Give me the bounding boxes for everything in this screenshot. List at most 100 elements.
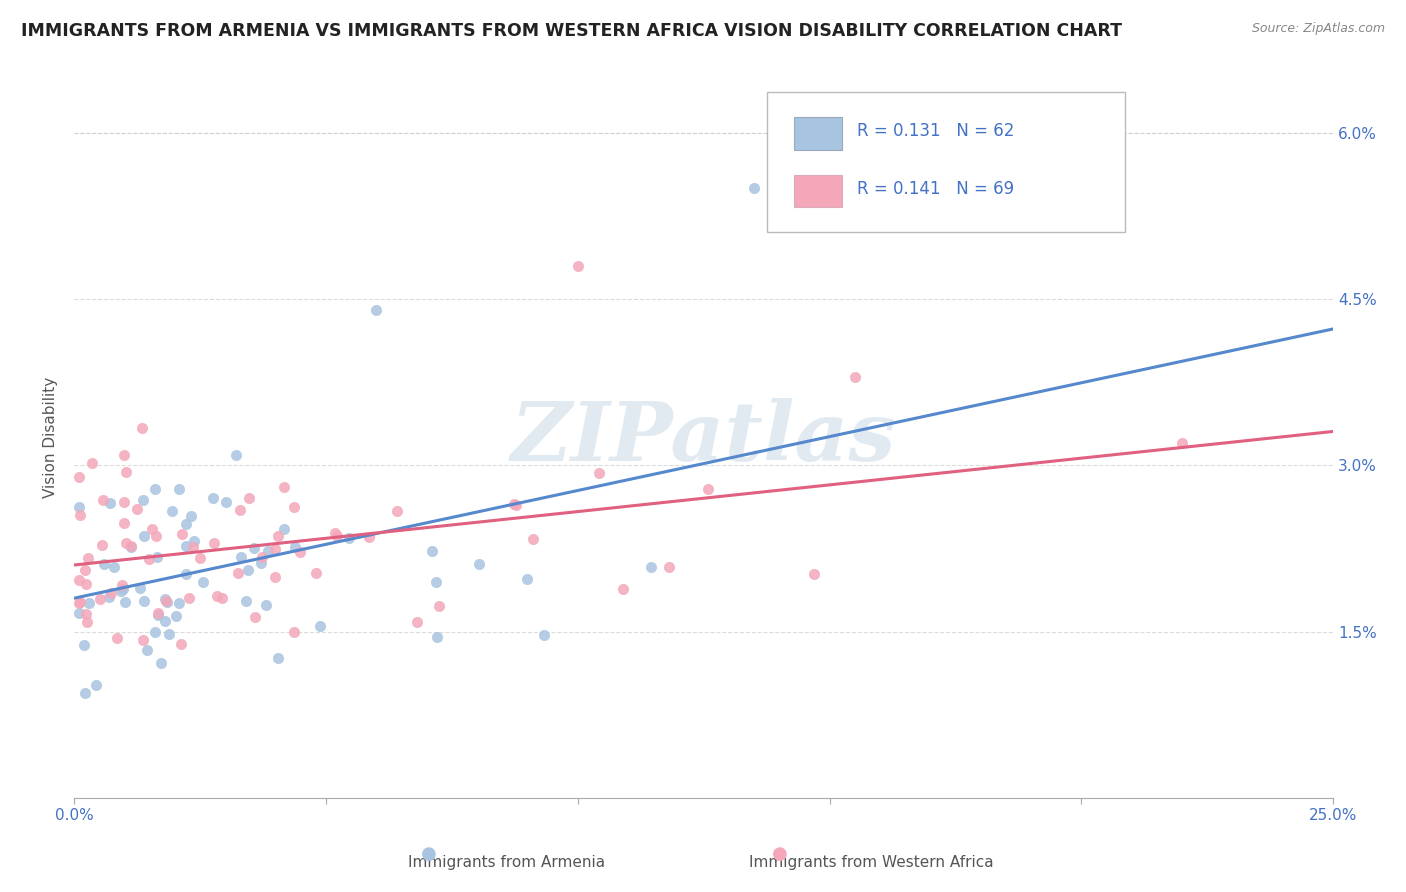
Point: [132, 492, 155, 507]
Point: [697, 482, 720, 496]
Point: [238, 491, 260, 505]
Point: [533, 628, 555, 642]
Point: [73, 638, 96, 652]
Text: ZIPatlas: ZIPatlas: [510, 398, 897, 478]
Point: [75, 576, 97, 591]
Point: [128, 581, 150, 595]
Text: Source: ZipAtlas.com: Source: ZipAtlas.com: [1251, 22, 1385, 36]
Point: [115, 536, 138, 550]
Point: [167, 482, 190, 496]
Point: [249, 556, 271, 570]
Point: [359, 530, 381, 544]
Point: [326, 529, 349, 543]
Point: [67, 573, 90, 587]
Point: [146, 549, 169, 564]
Point: [288, 545, 311, 559]
Point: [112, 516, 135, 530]
Point: [252, 549, 274, 564]
Point: [110, 583, 132, 598]
Point: [172, 526, 194, 541]
Point: [153, 614, 176, 628]
Point: [138, 552, 160, 566]
Point: [406, 615, 429, 629]
Point: [427, 599, 450, 614]
Point: [143, 482, 166, 496]
Point: [516, 572, 538, 586]
Point: [337, 531, 360, 545]
Point: [254, 598, 277, 612]
Point: [284, 541, 307, 555]
Point: [143, 624, 166, 639]
Point: [191, 575, 214, 590]
Point: [207, 589, 229, 603]
Point: [135, 643, 157, 657]
Point: [125, 502, 148, 516]
Point: [179, 591, 201, 605]
Point: [97, 590, 120, 604]
Point: [146, 606, 169, 620]
Point: [176, 516, 198, 531]
Point: [67, 596, 90, 610]
Point: [267, 528, 290, 542]
Point: [67, 500, 90, 515]
Point: [283, 625, 305, 640]
Point: [309, 619, 332, 633]
Point: [426, 630, 449, 644]
Point: [174, 539, 197, 553]
Point: [150, 656, 173, 670]
Point: [231, 549, 253, 564]
Point: [273, 522, 295, 536]
Point: [93, 558, 115, 572]
Point: [69, 508, 91, 522]
Point: [263, 542, 285, 557]
Point: [75, 685, 97, 699]
Point: [112, 494, 135, 508]
Text: ●: ●: [772, 846, 789, 863]
Point: [141, 522, 163, 536]
Point: [131, 421, 153, 435]
Point: [120, 541, 142, 555]
Point: [366, 303, 388, 318]
Point: [844, 369, 866, 384]
Point: [1171, 436, 1194, 450]
Point: [112, 449, 135, 463]
Point: [76, 615, 98, 629]
Point: [160, 504, 183, 518]
Bar: [794, 175, 842, 207]
Text: IMMIGRANTS FROM ARMENIA VS IMMIGRANTS FROM WESTERN AFRICA VISION DISABILITY CORR: IMMIGRANTS FROM ARMENIA VS IMMIGRANTS FR…: [21, 22, 1122, 40]
Point: [114, 595, 136, 609]
Point: [165, 608, 187, 623]
Point: [77, 596, 100, 610]
Point: [114, 465, 136, 479]
Point: [100, 586, 122, 600]
Point: [156, 595, 179, 609]
Point: [323, 525, 346, 540]
Point: [77, 551, 100, 566]
Text: Immigrants from Western Africa: Immigrants from Western Africa: [749, 855, 994, 870]
Point: [82, 456, 104, 470]
Point: [467, 557, 489, 571]
Point: [145, 529, 167, 543]
Point: [202, 536, 225, 550]
Point: [167, 596, 190, 610]
Point: [742, 181, 765, 195]
Point: [89, 592, 111, 607]
Text: R = 0.141   N = 69: R = 0.141 N = 69: [858, 180, 1014, 198]
Bar: [794, 117, 842, 150]
Point: [157, 627, 180, 641]
Point: [225, 448, 247, 462]
Point: [69, 595, 91, 609]
Point: [385, 504, 408, 518]
Point: [107, 631, 129, 645]
Point: [67, 469, 90, 483]
Point: [612, 582, 634, 596]
Point: [305, 566, 328, 581]
Point: [267, 651, 290, 665]
Point: [67, 606, 90, 620]
Point: [211, 591, 233, 605]
Point: [76, 607, 98, 621]
Point: [503, 497, 526, 511]
Point: [132, 632, 155, 647]
Point: [201, 491, 224, 505]
Point: [111, 578, 134, 592]
